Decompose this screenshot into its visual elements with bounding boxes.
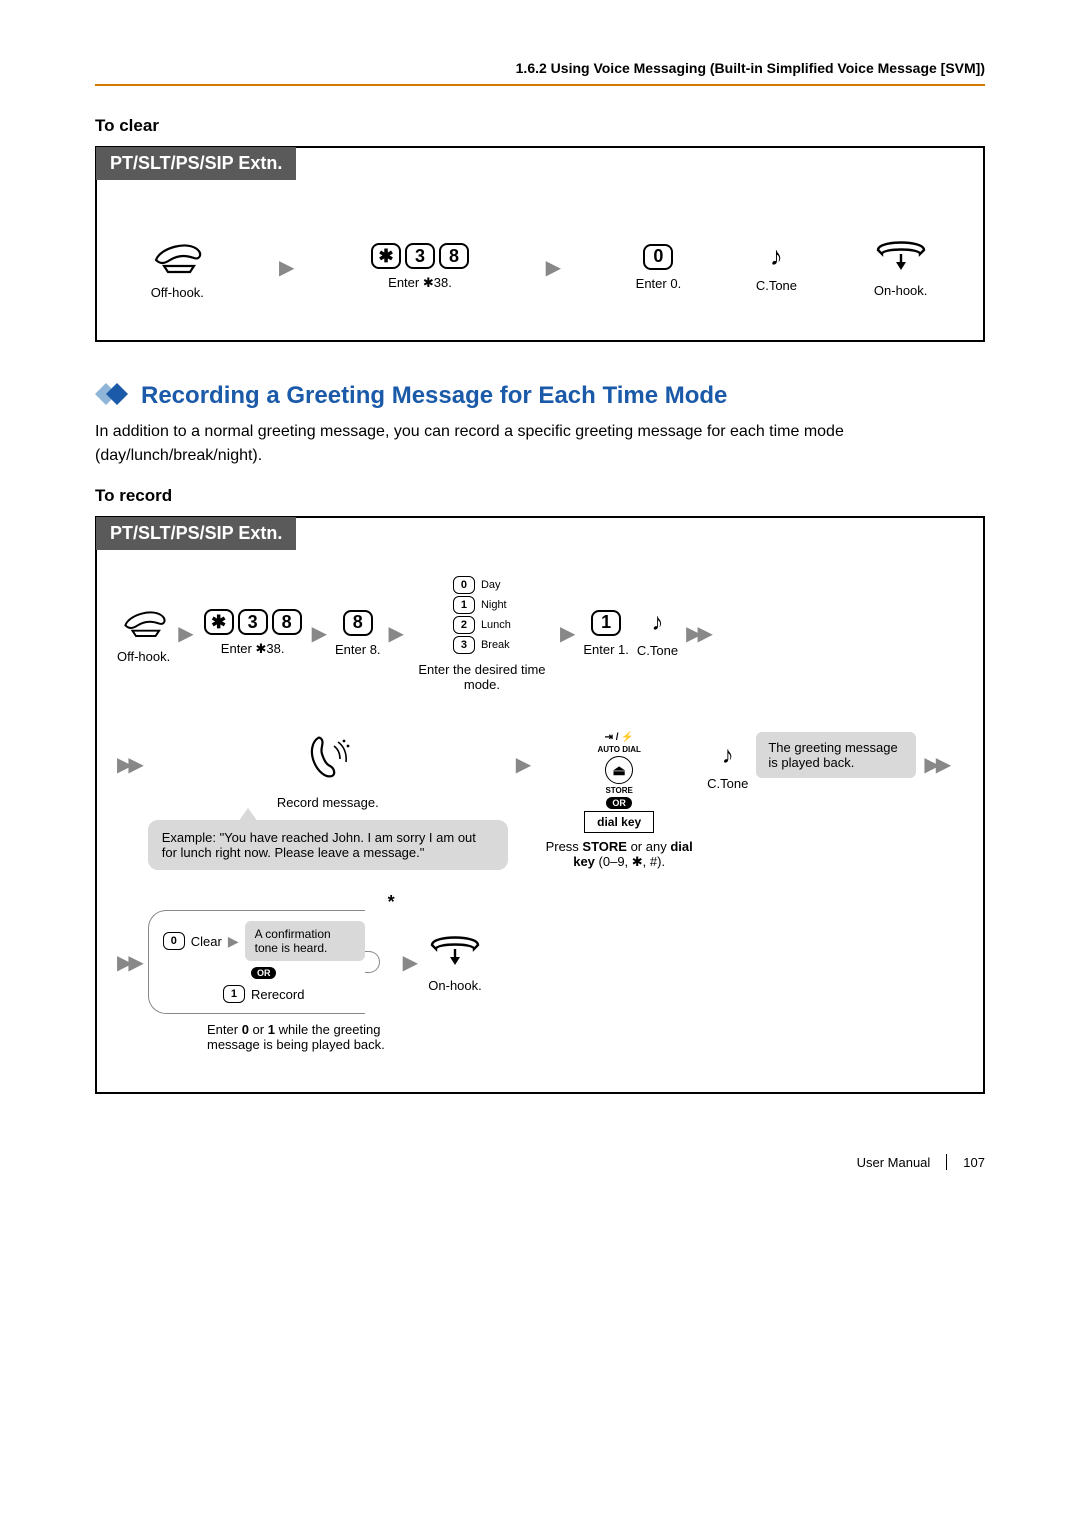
- arrow-icon: ▶: [560, 621, 575, 646]
- onhook-icon: [426, 931, 484, 972]
- page-footer: User Manual 107: [95, 1154, 985, 1170]
- option-bracket-open: 0 Clear ▶ A confirmation tone is heard. …: [148, 910, 365, 1014]
- arrow-icon: ▶: [546, 255, 561, 280]
- key-0-clear: 0: [163, 932, 185, 950]
- arrow-icon: ▶: [228, 933, 239, 950]
- rerecord-label: Rerecord: [251, 987, 304, 1002]
- tone-icon: ♪: [651, 609, 663, 637]
- to-record-box: PT/SLT/PS/SIP Extn. Off-hook. ▶ ✱ 3 8 En…: [95, 516, 985, 1094]
- asterisk-mark: *: [388, 892, 395, 913]
- ctone-label: C.Tone: [707, 776, 748, 791]
- enter38-label: Enter ✱38.: [221, 641, 285, 657]
- double-arrow-icon: ▶▶: [924, 752, 947, 777]
- arrow-icon: ▶: [389, 621, 404, 646]
- arrow-icon: ▶: [403, 950, 418, 975]
- mode-key-2: 2: [453, 616, 475, 634]
- extn-tab: PT/SLT/PS/SIP Extn.: [96, 517, 296, 550]
- onhook-label: On-hook.: [428, 978, 481, 993]
- tone-icon: ♪: [770, 241, 783, 272]
- row3-caption: Enter 0 or 1 while the greeting message …: [207, 1022, 427, 1052]
- extn-tab: PT/SLT/PS/SIP Extn.: [96, 147, 296, 180]
- key-star: ✱: [204, 609, 234, 635]
- enter-mode-label: Enter the desired time mode.: [412, 662, 552, 692]
- key-1: 1: [591, 610, 621, 636]
- onhook-label: On-hook.: [874, 283, 927, 298]
- double-arrow-icon: ▶▶: [117, 950, 140, 975]
- mode-key-3: 3: [453, 636, 475, 654]
- offhook-label: Off-hook.: [117, 649, 170, 664]
- tone-icon: ♪: [722, 742, 734, 770]
- key-star: ✱: [371, 243, 401, 269]
- to-clear-heading: To clear: [95, 116, 985, 136]
- playback-note: The greeting message is played back.: [756, 732, 916, 778]
- section-intro: In addition to a normal greeting message…: [95, 420, 985, 468]
- key-8: 8: [439, 243, 469, 269]
- mode-label-1: Night: [481, 599, 507, 611]
- or-pill: OR: [251, 967, 277, 979]
- dial-key-box: dial key: [584, 811, 654, 833]
- section-title-text: Recording a Greeting Message for Each Ti…: [141, 382, 727, 410]
- key-8b: 8: [343, 610, 373, 636]
- arrow-icon: ▶: [178, 621, 193, 646]
- auto-dial-block: ⇥ / ⚡ AUTO DIAL ⏏ STORE OR dial key: [584, 732, 654, 833]
- example-bubble: Example: "You have reached John. I am so…: [148, 820, 508, 870]
- speaking-handset-icon: [302, 732, 354, 789]
- or-pill: OR: [606, 797, 632, 809]
- key-8: 8: [272, 609, 302, 635]
- ctone-label: C.Tone: [756, 278, 797, 293]
- key-3: 3: [238, 609, 268, 635]
- mode-key-0: 0: [453, 576, 475, 594]
- section-title: Recording a Greeting Message for Each Ti…: [95, 382, 985, 410]
- time-mode-list: 0 Day 1 Night 2 Lunch 3 Break: [453, 574, 511, 656]
- key-0: 0: [643, 244, 673, 270]
- mode-label-0: Day: [481, 579, 501, 591]
- breadcrumb: 1.6.2 Using Voice Messaging (Built-in Si…: [516, 60, 985, 76]
- mode-label-2: Lunch: [481, 619, 511, 631]
- press-store-label: Press STORE or any dial key (0–9, ✱, #).: [539, 839, 699, 870]
- mode-key-1: 1: [453, 596, 475, 614]
- offhook-icon: [150, 234, 204, 279]
- mode-label-3: Break: [481, 639, 510, 651]
- footer-separator: [946, 1154, 947, 1170]
- double-arrow-icon: ▶▶: [686, 621, 709, 646]
- store-text: STORE: [605, 786, 632, 795]
- key-1-rerecord: 1: [223, 985, 245, 1003]
- store-button-icon: ⏏: [605, 756, 633, 784]
- arrow-icon: ▶: [279, 255, 294, 280]
- clear-label: Clear: [191, 934, 222, 949]
- offhook-label: Off-hook.: [151, 285, 204, 300]
- to-record-heading: To record: [95, 486, 985, 506]
- enter0-label: Enter 0.: [636, 276, 682, 291]
- record-label: Record message.: [277, 795, 379, 810]
- ctone-label: C.Tone: [637, 643, 678, 658]
- key-3: 3: [405, 243, 435, 269]
- enter38-label: Enter ✱38.: [388, 275, 452, 291]
- footer-manual: User Manual: [857, 1155, 931, 1170]
- footer-page: 107: [963, 1155, 985, 1170]
- option-bracket-close: [365, 951, 380, 973]
- arrow-icon: ▶: [312, 621, 327, 646]
- arrow-icon: ▶: [516, 752, 531, 777]
- diamond-bullet-icon: [95, 383, 129, 410]
- to-clear-box: PT/SLT/PS/SIP Extn. Off-hook. ▶ ✱ 3 8 En…: [95, 146, 985, 342]
- enter1-label: Enter 1.: [583, 642, 629, 657]
- confirm-box: A confirmation tone is heard.: [245, 921, 365, 961]
- offhook-icon: [120, 602, 168, 643]
- onhook-icon: [872, 236, 930, 277]
- page-header: 1.6.2 Using Voice Messaging (Built-in Si…: [95, 60, 985, 86]
- keys-star38: ✱ 3 8: [369, 243, 471, 269]
- auto-dial-text: AUTO DIAL: [597, 745, 640, 754]
- enter8-label: Enter 8.: [335, 642, 381, 657]
- double-arrow-icon: ▶▶: [117, 752, 140, 777]
